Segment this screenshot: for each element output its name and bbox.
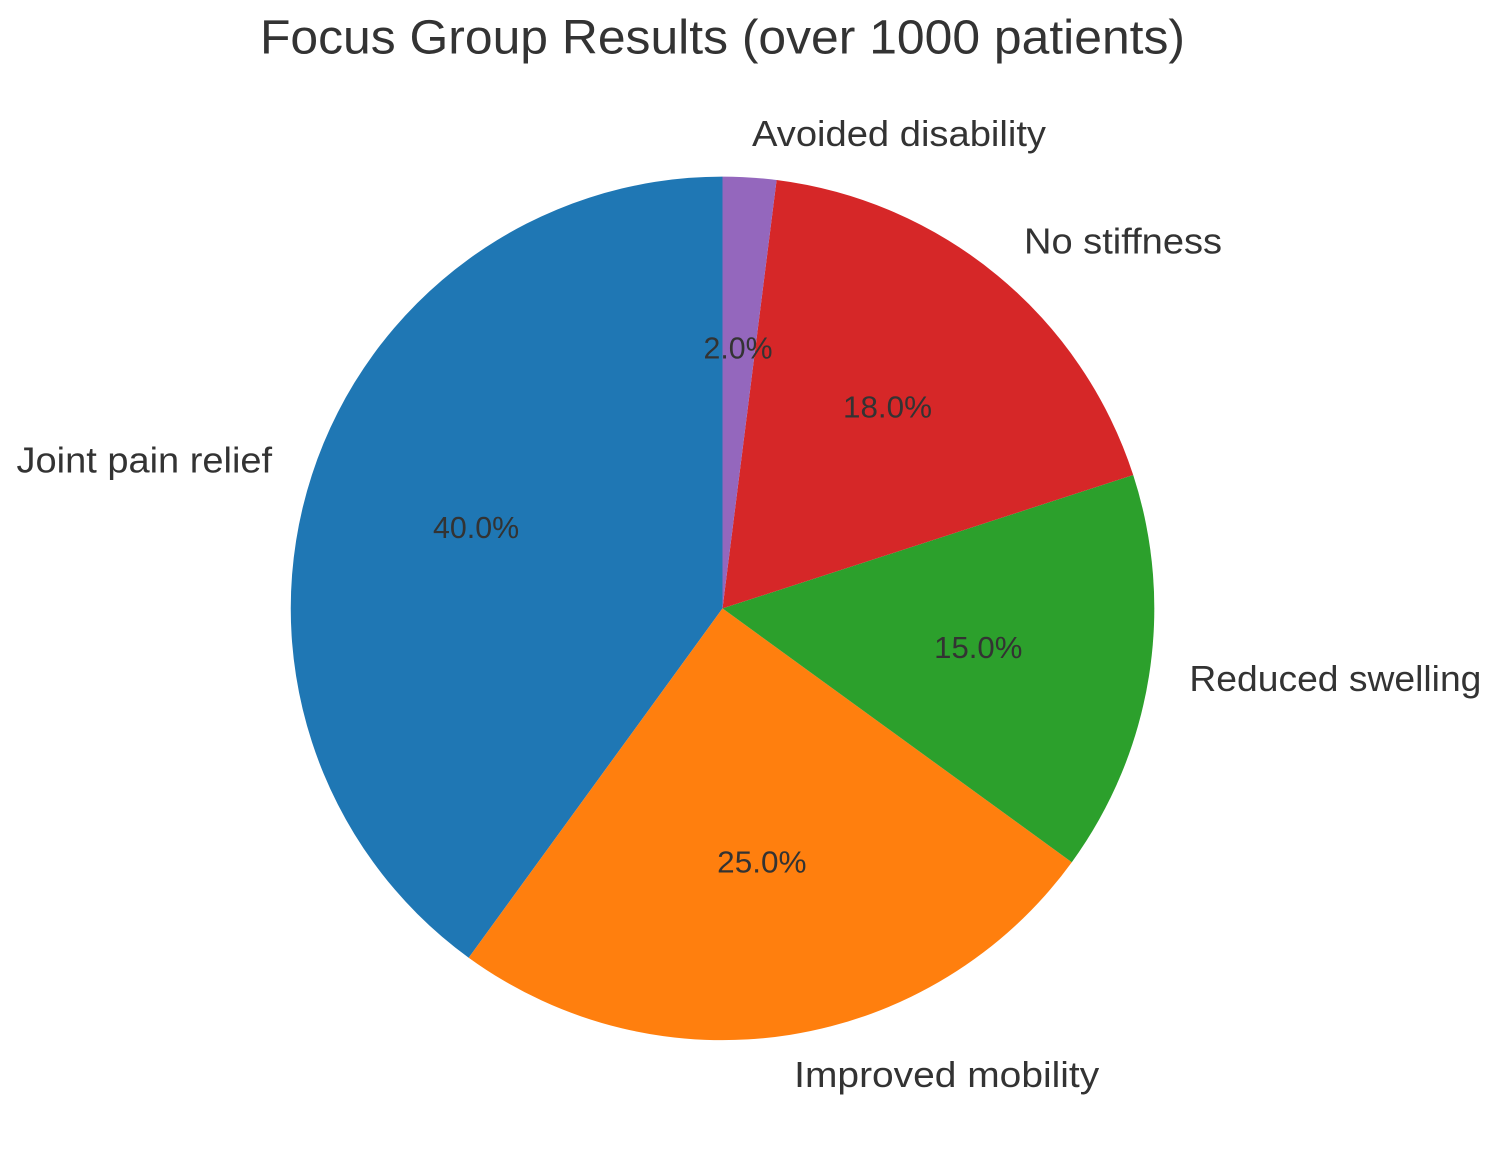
svg-text:Focus Group Results (over 1000: Focus Group Results (over 1000 patients) <box>260 12 1185 65</box>
svg-text:Joint pain relief: Joint pain relief <box>17 439 274 480</box>
svg-text:2.0%: 2.0% <box>704 331 773 365</box>
svg-text:40.0%: 40.0% <box>433 511 519 545</box>
svg-text:Improved mobility: Improved mobility <box>794 1054 1099 1095</box>
svg-text:18.0%: 18.0% <box>843 390 932 424</box>
svg-text:No stiffness: No stiffness <box>1024 221 1222 262</box>
svg-text:15.0%: 15.0% <box>934 631 1022 665</box>
svg-text:Reduced swelling: Reduced swelling <box>1189 658 1481 699</box>
svg-text:25.0%: 25.0% <box>717 846 806 880</box>
svg-text:Avoided disability: Avoided disability <box>752 113 1046 154</box>
